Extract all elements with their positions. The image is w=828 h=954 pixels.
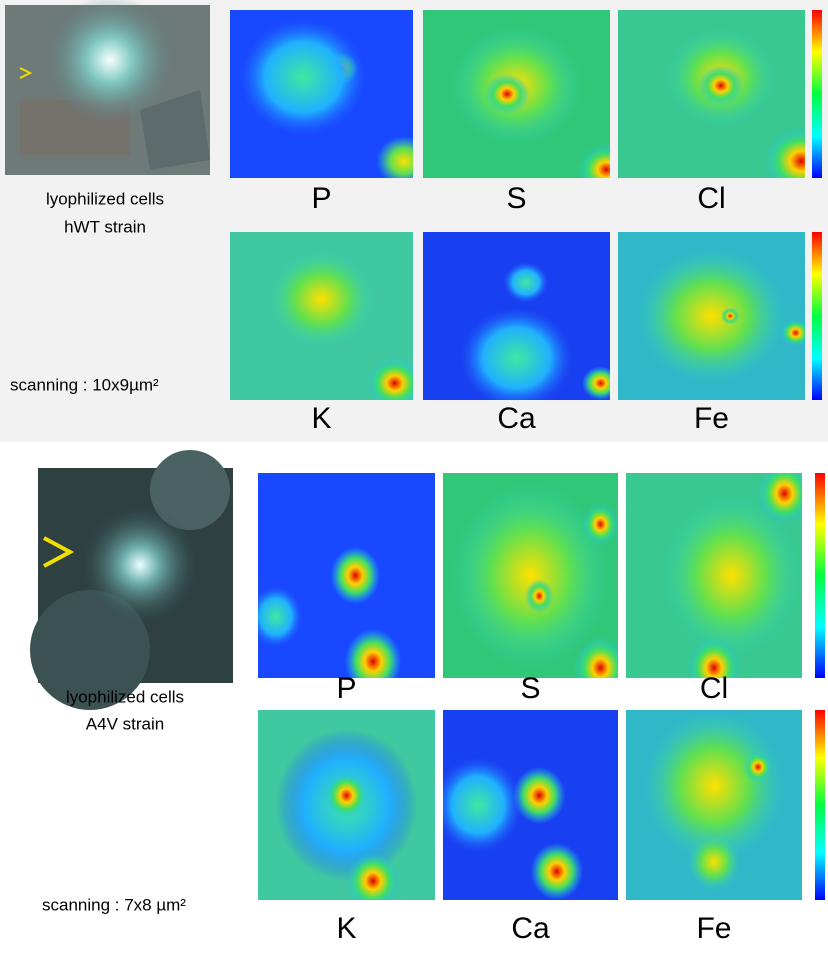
scan-size: scanning : 10x9µm² xyxy=(10,375,159,394)
map-content xyxy=(230,232,422,408)
map-blob xyxy=(637,249,787,383)
scan-size: scanning : 7x8 µm² xyxy=(42,895,186,914)
map-content xyxy=(230,10,431,186)
element-map xyxy=(230,232,422,408)
element-label: Cl xyxy=(697,182,725,215)
map-content xyxy=(249,473,435,694)
element-map xyxy=(618,10,828,195)
map-content xyxy=(626,710,802,900)
element-label: Cl xyxy=(700,672,728,705)
element-map xyxy=(443,473,627,699)
map-blob xyxy=(249,586,302,648)
map-content xyxy=(434,710,618,900)
map-blob xyxy=(721,308,740,325)
element-label: K xyxy=(311,402,331,435)
element-map xyxy=(434,710,618,900)
map-content xyxy=(618,10,828,195)
element-label: S xyxy=(520,672,540,705)
map-blob xyxy=(485,74,530,114)
map-content xyxy=(626,463,811,699)
element-map xyxy=(423,10,634,195)
color-bar xyxy=(815,473,825,678)
element-map xyxy=(249,473,435,694)
map-content xyxy=(443,473,627,699)
map-blob xyxy=(513,767,566,824)
color-bar xyxy=(815,710,825,900)
map-content xyxy=(423,232,619,408)
map-blob xyxy=(525,580,553,613)
photo-hwt xyxy=(5,0,210,175)
map-blob xyxy=(452,483,610,668)
element-map xyxy=(626,463,811,699)
map-blob xyxy=(503,262,548,302)
map-blob xyxy=(758,463,811,525)
caption-line: A4V strain xyxy=(86,714,164,733)
map-content xyxy=(618,232,811,400)
caption-line: lyophilized cells xyxy=(66,687,184,706)
map-blob xyxy=(574,637,627,699)
element-label: Ca xyxy=(511,912,550,945)
map-blob xyxy=(688,834,741,891)
map-blob xyxy=(460,308,572,409)
map-blob xyxy=(744,752,772,782)
element-label: S xyxy=(506,182,526,215)
map-blob xyxy=(583,504,618,545)
element-label: Ca xyxy=(497,402,536,435)
element-map xyxy=(230,10,431,186)
element-label: Fe xyxy=(694,402,729,435)
figure: lyophilized cells hWT strain scanning : 10… xyxy=(0,0,828,949)
element-map xyxy=(626,710,802,900)
map-blob xyxy=(347,853,400,910)
element-label: P xyxy=(336,672,356,705)
map-content xyxy=(258,710,435,910)
caption-line: hWT strain xyxy=(64,217,146,236)
element-map xyxy=(258,710,435,910)
map-content xyxy=(423,10,634,195)
element-map xyxy=(423,232,619,408)
map-blob xyxy=(239,18,367,136)
color-bar xyxy=(812,232,822,400)
element-label: K xyxy=(336,912,356,945)
map-blob xyxy=(531,843,584,900)
element-label: Fe xyxy=(696,912,731,945)
map-blob xyxy=(698,65,743,105)
map-blob xyxy=(267,249,377,350)
element-label: P xyxy=(311,182,331,215)
caption-line: lyophilized cells xyxy=(46,189,164,208)
map-blob xyxy=(434,758,522,853)
map-blob xyxy=(331,547,381,604)
map-blob xyxy=(325,773,367,819)
color-bar xyxy=(812,10,822,178)
photo-a4v xyxy=(30,450,233,710)
element-map xyxy=(618,232,811,400)
